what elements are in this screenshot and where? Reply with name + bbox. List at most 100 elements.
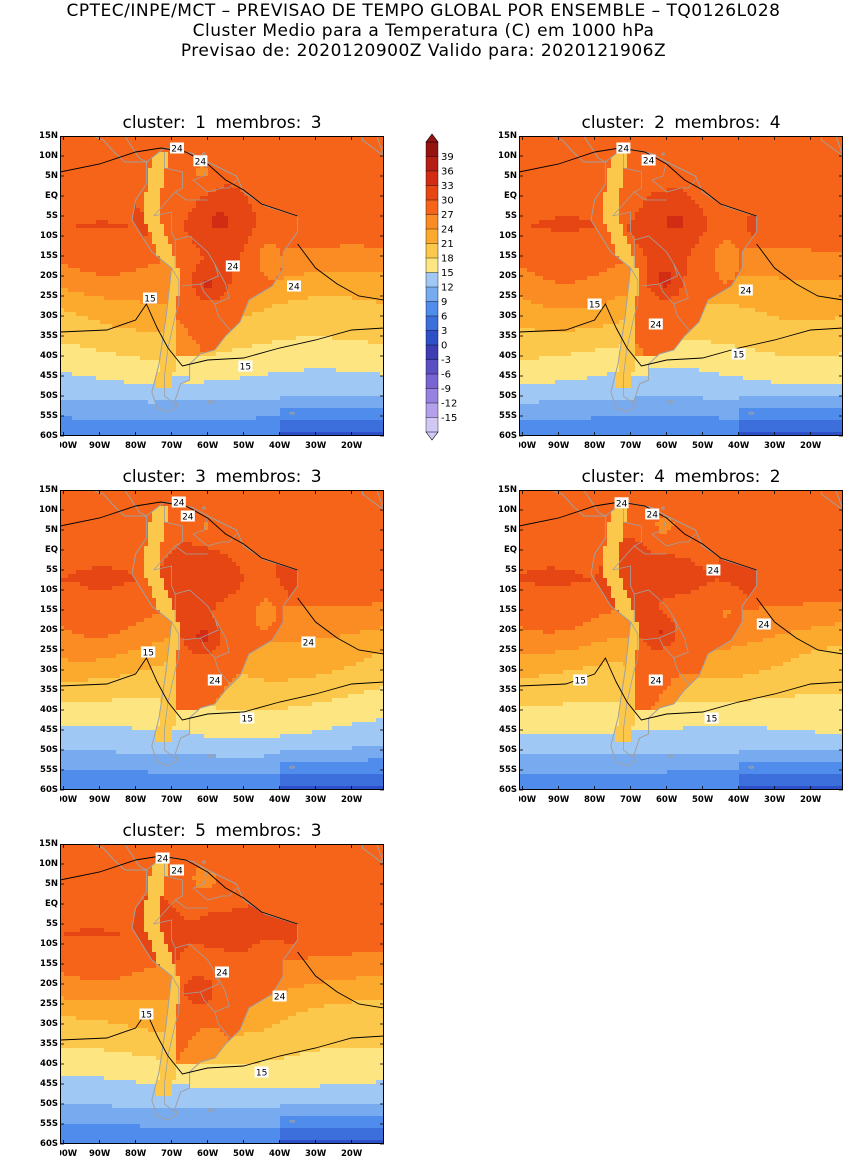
lat-tick-label: 10N: [39, 505, 58, 515]
contour-label: 15: [241, 715, 252, 725]
lon-tick-label: 90W: [89, 795, 111, 805]
lon-tick-label: 30W: [305, 795, 327, 805]
contour-label: 15: [733, 351, 744, 361]
legend-level-label: 33: [441, 181, 454, 192]
lat-tick-label: 55S: [40, 1119, 58, 1129]
lat-tick-label: 10N: [498, 505, 517, 515]
lon-tick-label: 100W: [60, 1149, 78, 1159]
legend-level-label: 27: [441, 210, 454, 221]
lon-tick-label: 70W: [161, 795, 183, 805]
lat-tick-label: 15N: [498, 131, 517, 141]
lon-tick-label: 60W: [656, 441, 678, 451]
lon-tick-label: 20W: [341, 1149, 363, 1159]
contour-label: 24: [288, 283, 300, 293]
lat-tick-label: 10S: [40, 585, 58, 595]
lat-tick-label: EQ: [504, 191, 517, 201]
lon-tick-label: 50W: [233, 795, 255, 805]
lon-tick-label: 90W: [89, 441, 111, 451]
lat-tick-label: EQ: [45, 545, 58, 555]
lat-tick-label: 50S: [40, 1099, 58, 1109]
legend-arrow-down: [426, 432, 438, 440]
legend-swatch: [426, 186, 438, 201]
lat-tick-label: 20S: [40, 979, 58, 989]
lat-tick-label: 35S: [40, 685, 58, 695]
legend-swatch: [426, 273, 438, 288]
lon-tick-label: 70W: [161, 441, 183, 451]
lat-tick-label: 20S: [499, 271, 517, 281]
lat-tick-label: 60S: [499, 431, 517, 441]
lon-tick-label: 20W: [341, 441, 363, 451]
legend-level-label: 30: [441, 196, 454, 207]
lon-tick-label: 80W: [125, 795, 147, 805]
lat-tick-label: 5S: [505, 565, 517, 575]
contour-label: 24: [274, 993, 286, 1003]
legend-level-label: 0: [441, 341, 447, 352]
lat-tick-label: 45S: [499, 725, 517, 735]
contour-label: 24: [227, 263, 239, 273]
legend-level-label: 18: [441, 254, 454, 265]
lon-tick-label: 40W: [728, 441, 750, 451]
contour-label: 24: [195, 157, 207, 167]
lat-tick-label: 35S: [499, 685, 517, 695]
legend-swatch: [426, 142, 438, 157]
cluster-panel-1: cluster: 1 membros: 3 242424241515100W90…: [60, 113, 384, 447]
legend-level-label: 39: [441, 152, 454, 163]
lon-tick-label: 40W: [269, 795, 291, 805]
contour-label: 24: [209, 677, 221, 687]
lat-tick-label: 60S: [40, 431, 58, 441]
contour-label: 24: [157, 855, 169, 865]
legend-swatch: [426, 360, 438, 375]
lon-tick-label: 80W: [584, 441, 606, 451]
legend-level-label: 36: [441, 167, 454, 178]
lon-tick-label: 90W: [548, 795, 570, 805]
contour-label: 24: [643, 157, 655, 167]
lon-tick-label: 70W: [620, 441, 642, 451]
contour-label: 24: [646, 511, 658, 521]
legend-level-label: -6: [441, 370, 451, 381]
lat-tick-label: 10S: [40, 231, 58, 241]
contour-label: 15: [256, 1069, 267, 1079]
lat-tick-label: 30S: [40, 1019, 58, 1029]
lon-tick-label: 80W: [125, 441, 147, 451]
lat-tick-label: 40S: [499, 351, 517, 361]
legend-level-label: -9: [441, 384, 451, 395]
lon-tick-label: 90W: [548, 441, 570, 451]
lat-tick-label: 60S: [499, 785, 517, 795]
contour-label: 15: [141, 1011, 152, 1021]
contour-label: 24: [182, 513, 194, 523]
lat-tick-label: 60S: [40, 1139, 58, 1149]
legend-level-label: 15: [441, 268, 454, 279]
lon-tick-label: 100W: [60, 441, 78, 451]
lat-tick-label: 45S: [40, 371, 58, 381]
lat-tick-label: 50S: [40, 391, 58, 401]
lat-tick-label: 10N: [498, 151, 517, 161]
lat-tick-label: 35S: [40, 1039, 58, 1049]
lon-tick-label: 50W: [233, 1149, 255, 1159]
contour-label: 15: [706, 715, 717, 725]
lat-tick-label: 20S: [40, 625, 58, 635]
lon-tick-label: 80W: [125, 1149, 147, 1159]
header-subtitle: Cluster Medio para a Temperatura (C) em …: [0, 21, 847, 41]
legend-level-label: 21: [441, 239, 454, 250]
lat-tick-label: 5N: [45, 171, 58, 181]
legend-swatch: [426, 374, 438, 389]
lon-tick-label: 20W: [341, 795, 363, 805]
lat-tick-label: 30S: [499, 311, 517, 321]
legend-level-label: 24: [441, 225, 454, 236]
lat-tick-label: 15N: [39, 131, 58, 141]
contour-label: 24: [171, 867, 183, 877]
lat-tick-label: 20S: [499, 625, 517, 635]
lat-tick-label: 5S: [46, 565, 58, 575]
lat-tick-label: 40S: [40, 351, 58, 361]
lat-tick-label: EQ: [504, 545, 517, 555]
lat-tick-label: 30S: [40, 311, 58, 321]
lon-tick-label: 100W: [519, 795, 537, 805]
lat-tick-label: 15N: [39, 839, 58, 849]
lat-tick-label: 20S: [40, 271, 58, 281]
contour-label: 24: [758, 621, 770, 631]
lat-tick-label: 5N: [504, 171, 517, 181]
